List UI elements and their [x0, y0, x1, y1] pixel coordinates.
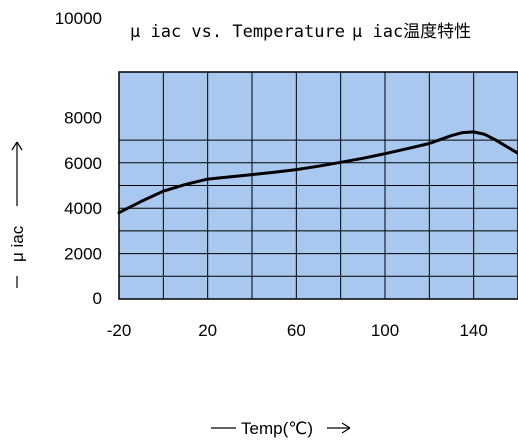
y-tick-label: 2000	[64, 245, 102, 264]
y-tick-label: 10000	[55, 9, 102, 28]
chart-title: μ iac vs. Temperature	[130, 22, 345, 42]
y-axis-arrow-head	[11, 141, 23, 151]
y-tick-label: 8000	[64, 108, 102, 127]
x-axis-label-group: Temp(℃)	[211, 419, 351, 438]
series-line	[117, 130, 518, 215]
x-tick-label: 140	[459, 321, 487, 340]
y-axis-label-group: μ iac	[8, 141, 27, 288]
x-tick-label: -20	[107, 321, 132, 340]
y-axis-label: μ iac	[8, 225, 27, 262]
grid-lines	[119, 72, 518, 299]
x-tick-label: 20	[198, 321, 217, 340]
y-tick-label: 4000	[64, 199, 102, 218]
x-tick-labels: -20 20 60 100 140	[107, 321, 488, 340]
y-tick-label: 6000	[64, 154, 102, 173]
x-axis-label: Temp(℃)	[241, 419, 313, 438]
x-tick-label: 100	[371, 321, 399, 340]
x-axis-arrow-head	[341, 422, 351, 434]
plot-frame	[118, 71, 518, 300]
chart-subtitle: μ iac温度特性	[352, 22, 471, 42]
y-tick-labels: 0 2000 4000 6000 8000 10000	[55, 9, 102, 308]
x-tick-label: 60	[287, 321, 306, 340]
y-tick-label: 0	[93, 289, 102, 308]
